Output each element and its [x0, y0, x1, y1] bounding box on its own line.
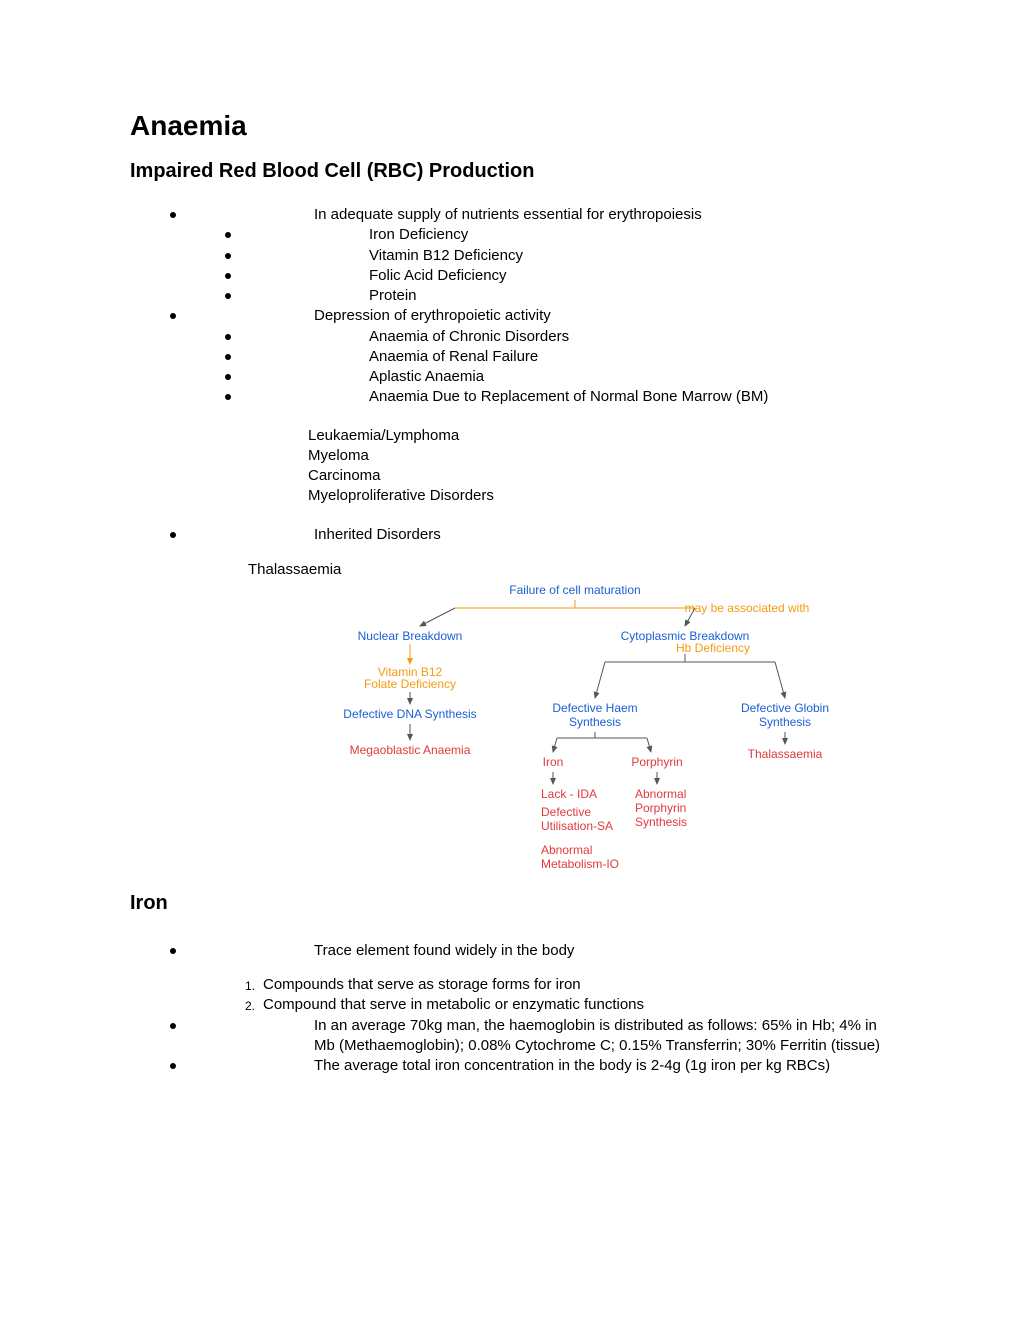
list-item: Folic Acid Deficiency	[225, 266, 890, 286]
ordered-list-item: 2.Compound that serve in metabolic or en…	[225, 995, 890, 1015]
plain-text-block: Leukaemia/Lymphoma Myeloma Carcinoma Mye…	[308, 426, 890, 507]
list-item: Protein	[225, 286, 890, 306]
svg-text:Utilisation-SA: Utilisation-SA	[541, 819, 613, 833]
ordered-list-item: 1.Compounds that serve as storage forms …	[225, 975, 890, 995]
plain-text: Thalassaemia	[248, 561, 890, 578]
svg-text:Defective: Defective	[541, 805, 591, 819]
svg-text:Defective Globin: Defective Globin	[741, 701, 829, 715]
list-item: In an average 70kg man, the haemoglobin …	[170, 1016, 890, 1057]
list-item: Inherited Disorders	[170, 525, 890, 545]
list-item: Iron Deficiency	[225, 225, 890, 245]
svg-text:Megaoblastic Anaemia: Megaoblastic Anaemia	[350, 743, 471, 757]
svg-text:Failure of cell maturation: Failure of cell maturation	[509, 583, 640, 597]
svg-text:Defective DNA Synthesis: Defective DNA Synthesis	[343, 707, 476, 721]
svg-text:Defective Haem: Defective Haem	[552, 701, 637, 715]
page-title: Anaemia	[130, 110, 890, 142]
list-item: Anaemia of Chronic Disorders	[225, 327, 890, 347]
svg-text:Folate Deficiency: Folate Deficiency	[364, 677, 456, 691]
list-item: Aplastic Anaemia	[225, 367, 890, 387]
list-item: Anaemia of Renal Failure	[225, 347, 890, 367]
list-item: Vitamin B12 Deficiency	[225, 246, 890, 266]
svg-text:Abnormal: Abnormal	[635, 787, 686, 801]
list-item: Trace element found widely in the body	[170, 941, 890, 961]
list-item: Depression of erythropoietic activity	[170, 306, 890, 326]
svg-text:Iron: Iron	[543, 755, 564, 769]
svg-text:may be associated with: may be associated with	[685, 601, 810, 615]
list-item: The average total iron concentration in …	[170, 1056, 890, 1076]
svg-text:Porphyrin: Porphyrin	[631, 755, 682, 769]
svg-text:Porphyrin: Porphyrin	[635, 801, 686, 815]
section2-heading: Iron	[130, 892, 890, 915]
svg-text:Thalassaemia: Thalassaemia	[748, 747, 823, 761]
svg-text:Synthesis: Synthesis	[635, 815, 687, 829]
svg-text:Hb Deficiency: Hb Deficiency	[676, 641, 750, 655]
svg-text:Synthesis: Synthesis	[569, 715, 621, 729]
svg-text:Nuclear Breakdown: Nuclear Breakdown	[358, 629, 463, 643]
list-item: In adequate supply of nutrients essentia…	[170, 205, 890, 225]
flowchart-diagram: Failure of cell maturation may be associ…	[295, 582, 890, 878]
svg-text:Abnormal: Abnormal	[541, 843, 592, 857]
svg-text:Synthesis: Synthesis	[759, 715, 811, 729]
section1-heading: Impaired Red Blood Cell (RBC) Production	[130, 160, 890, 183]
svg-text:Metabolism-IO: Metabolism-IO	[541, 857, 619, 871]
list-item: Anaemia Due to Replacement of Normal Bon…	[225, 387, 890, 407]
svg-text:Lack - IDA: Lack - IDA	[541, 787, 597, 801]
